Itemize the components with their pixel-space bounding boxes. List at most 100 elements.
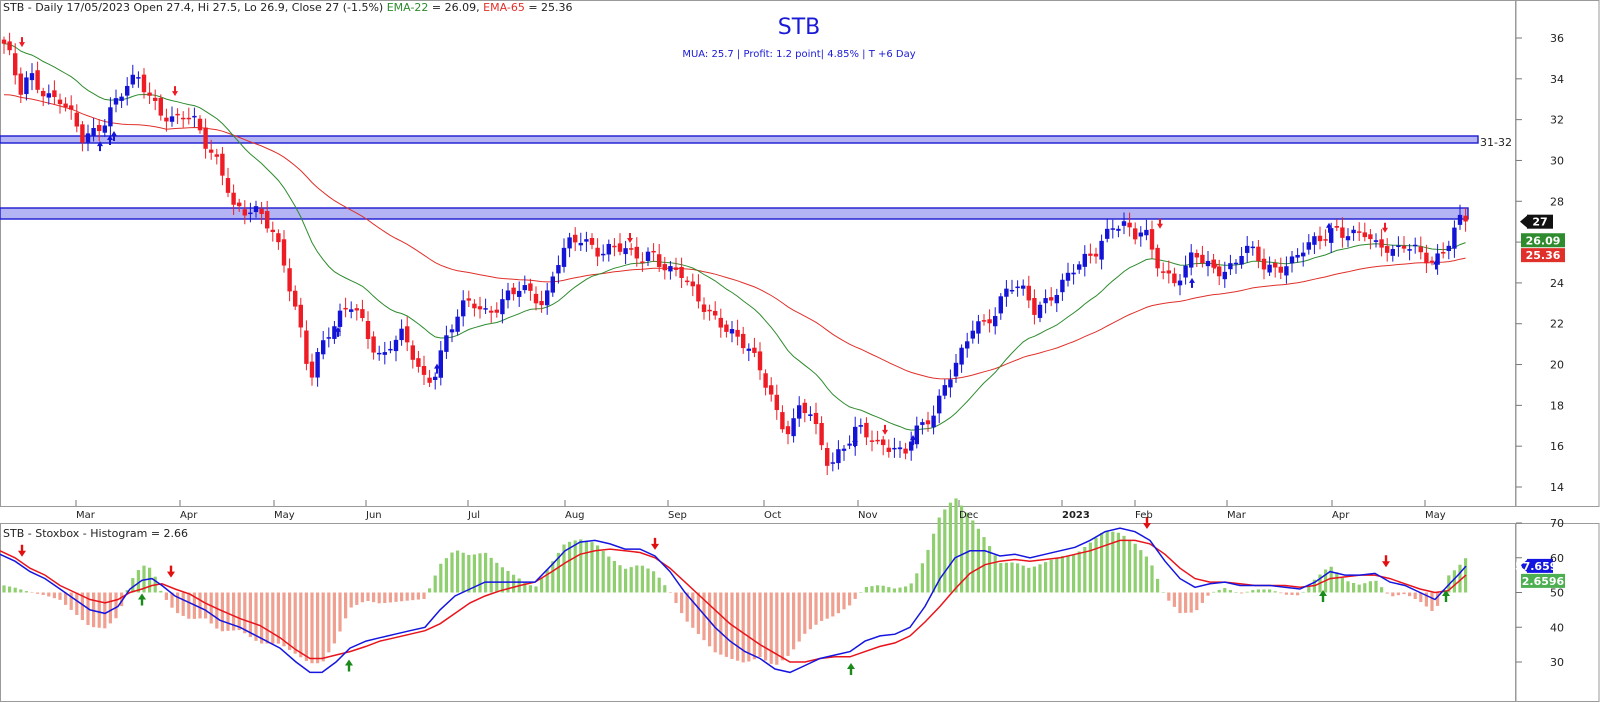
histogram-bar (881, 585, 885, 593)
histogram-bar (1284, 592, 1288, 595)
candle-body (567, 237, 572, 249)
histogram-bar (674, 592, 678, 604)
candle-body (337, 310, 343, 327)
last-price-tag (1527, 214, 1553, 229)
histogram-bar (696, 592, 700, 634)
last-price-tag-text: 27 (1532, 216, 1547, 229)
histogram-bar (842, 592, 846, 610)
candle-body (326, 337, 331, 339)
candle-body (1379, 239, 1384, 248)
candle-body (1116, 228, 1121, 231)
histogram-bar (741, 592, 745, 663)
histogram-bar (450, 552, 454, 593)
candle-body (1273, 262, 1278, 268)
candle-body (1457, 214, 1463, 225)
histogram-bar (926, 549, 930, 593)
histogram-bar (1251, 590, 1255, 593)
histogram-bar (332, 592, 336, 644)
histogram-bar (288, 592, 292, 650)
histogram-bar (282, 592, 286, 647)
candle-body (1390, 249, 1395, 256)
candle-body (1161, 271, 1166, 273)
candle-body (1396, 245, 1401, 248)
histogram-bar (30, 592, 34, 593)
candle-body (1306, 242, 1311, 250)
histogram-bar (859, 592, 863, 593)
candle-body (903, 448, 908, 454)
chart-header: STB - Daily 17/05/2023 Open 27.4, Hi 27.… (3, 1, 573, 14)
histogram-bar (24, 591, 28, 593)
histogram-bar (1346, 581, 1350, 593)
candle-body (858, 425, 863, 427)
candle-body (427, 377, 432, 383)
candle-body (1301, 252, 1306, 257)
histogram-bar (1234, 592, 1238, 593)
histogram-bar (1032, 566, 1036, 593)
histogram-bar (1010, 562, 1014, 593)
histogram-bar (327, 592, 331, 653)
histogram-bar (400, 592, 404, 602)
candle-body (332, 326, 337, 339)
candle-body (556, 265, 561, 274)
candle-body (1077, 264, 1082, 270)
candle-body (869, 440, 875, 442)
candle-body (746, 348, 751, 351)
histogram-bar (254, 592, 258, 641)
histogram-bar (467, 554, 471, 593)
candle-body (220, 153, 225, 176)
candle-body (1452, 227, 1457, 249)
candle-body (853, 426, 858, 446)
sell-signal-arrow (627, 233, 633, 244)
candle-body (1144, 229, 1149, 236)
histogram-value-tag (1521, 573, 1565, 588)
histogram-bar (69, 592, 73, 610)
candle-body (265, 211, 270, 229)
histogram-bar (948, 502, 952, 593)
candle-body (1245, 245, 1250, 253)
histogram-bar (915, 573, 919, 593)
histogram-bar (237, 592, 241, 631)
histogram-bar (372, 592, 376, 603)
candle-body (1362, 232, 1367, 238)
histogram-bar (1027, 567, 1031, 593)
candle-body (1054, 294, 1059, 304)
histogram-bar (904, 586, 908, 593)
histogram-bar (668, 592, 672, 593)
histogram-bar (148, 567, 152, 593)
histogram-value-tag-text: 2.6596 (1522, 575, 1565, 588)
indicator-panel (0, 523, 1516, 702)
histogram-bar (176, 592, 180, 614)
histogram-bar (1094, 537, 1098, 593)
ema65-label: EMA-65 (483, 1, 525, 14)
histogram-bar (243, 592, 247, 634)
candle-body (769, 385, 774, 395)
histogram-bar (366, 592, 370, 601)
candle-body (1, 39, 7, 44)
candle-body (410, 345, 415, 360)
histogram-bar (1066, 555, 1070, 593)
histogram-bar (528, 585, 532, 593)
histogram-bar (590, 542, 594, 593)
candle-body (724, 324, 729, 332)
histogram-bar (1072, 554, 1076, 593)
candle-body (46, 93, 51, 98)
sell-signal-arrow (19, 37, 25, 48)
histogram-bar (612, 561, 616, 593)
candle-body (634, 246, 639, 259)
candle-body (533, 293, 539, 304)
candle-body (1329, 228, 1334, 243)
sell-signal-arrow (1212, 259, 1218, 270)
candle-body (1200, 254, 1205, 264)
candle-body (830, 462, 835, 464)
candle-body (1239, 255, 1244, 265)
candle-body (1133, 228, 1138, 240)
candle-body (645, 251, 651, 261)
candle-body (1009, 289, 1015, 292)
histogram-bar (13, 587, 17, 593)
x-tick-label: Feb (1135, 510, 1153, 521)
candle-body (125, 85, 130, 96)
histogram-bar (1044, 562, 1048, 593)
ema22-value: = 26.09, (428, 1, 483, 14)
histogram-bar (355, 592, 359, 605)
candle-body (1183, 265, 1188, 278)
